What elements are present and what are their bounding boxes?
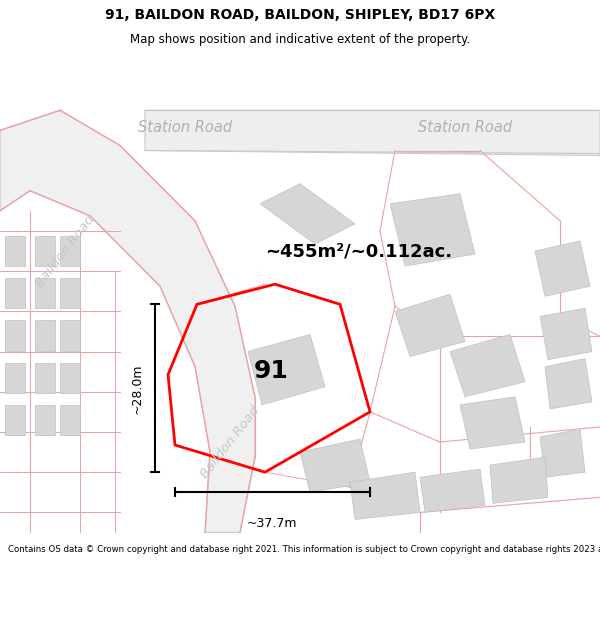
Polygon shape xyxy=(60,321,80,351)
Polygon shape xyxy=(0,110,255,532)
Polygon shape xyxy=(395,294,465,357)
Text: Baildon Road: Baildon Road xyxy=(33,213,97,289)
Polygon shape xyxy=(450,334,525,397)
Polygon shape xyxy=(540,429,585,478)
Polygon shape xyxy=(420,469,485,512)
Polygon shape xyxy=(60,236,80,266)
Polygon shape xyxy=(5,362,25,392)
Text: ~37.7m: ~37.7m xyxy=(247,518,297,531)
Polygon shape xyxy=(545,359,592,409)
Polygon shape xyxy=(350,472,420,519)
Polygon shape xyxy=(540,308,592,359)
Text: 91: 91 xyxy=(253,359,288,383)
Polygon shape xyxy=(390,194,475,266)
Polygon shape xyxy=(490,457,548,503)
Polygon shape xyxy=(5,278,25,308)
Polygon shape xyxy=(248,334,325,405)
Polygon shape xyxy=(35,405,55,435)
Text: ~455m²/~0.112ac.: ~455m²/~0.112ac. xyxy=(265,242,452,260)
Polygon shape xyxy=(5,405,25,435)
Polygon shape xyxy=(5,236,25,266)
Text: Map shows position and indicative extent of the property.: Map shows position and indicative extent… xyxy=(130,32,470,46)
Polygon shape xyxy=(5,321,25,351)
Polygon shape xyxy=(35,362,55,392)
Text: Contains OS data © Crown copyright and database right 2021. This information is : Contains OS data © Crown copyright and d… xyxy=(8,544,600,554)
Polygon shape xyxy=(60,278,80,308)
Polygon shape xyxy=(60,405,80,435)
Polygon shape xyxy=(300,439,370,493)
Polygon shape xyxy=(460,397,525,449)
Polygon shape xyxy=(260,184,355,244)
Text: ~28.0m: ~28.0m xyxy=(131,364,144,414)
Polygon shape xyxy=(35,236,55,266)
Text: Station Road: Station Road xyxy=(418,120,512,135)
Text: 91, BAILDON ROAD, BAILDON, SHIPLEY, BD17 6PX: 91, BAILDON ROAD, BAILDON, SHIPLEY, BD17… xyxy=(105,8,495,22)
Text: Station Road: Station Road xyxy=(138,120,232,135)
Text: Baildon Road: Baildon Road xyxy=(198,404,262,481)
Polygon shape xyxy=(145,110,600,156)
Polygon shape xyxy=(60,362,80,392)
Polygon shape xyxy=(35,321,55,351)
Polygon shape xyxy=(35,278,55,308)
Polygon shape xyxy=(535,241,590,296)
